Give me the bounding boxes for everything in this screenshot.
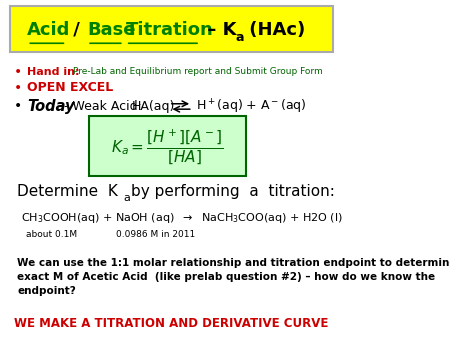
Text: Determine  K: Determine K — [17, 185, 118, 199]
Text: CH$_3$COOH(aq) + NaOH (aq)  $\rightarrow$  NaCH$_3$COO(aq) + H2O (l): CH$_3$COOH(aq) + NaOH (aq) $\rightarrow$… — [21, 211, 342, 225]
Text: (HAc): (HAc) — [243, 21, 305, 39]
Text: •: • — [14, 81, 22, 95]
Text: a: a — [123, 193, 130, 203]
Text: /: / — [67, 21, 86, 39]
Text: Hand in:: Hand in: — [27, 67, 80, 77]
Text: by performing  a  titration:: by performing a titration: — [131, 185, 335, 199]
Text: We can use the 1:1 molar relationship and titration endpoint to determine
exact : We can use the 1:1 molar relationship an… — [17, 258, 450, 295]
Text: H$^+$(aq) + A$^-$(aq): H$^+$(aq) + A$^-$(aq) — [195, 97, 306, 116]
Text: HA(aq): HA(aq) — [131, 100, 175, 113]
Text: WE MAKE A TITRATION AND DERIVATIVE CURVE: WE MAKE A TITRATION AND DERIVATIVE CURVE — [14, 317, 328, 330]
FancyBboxPatch shape — [89, 116, 246, 176]
Text: •: • — [14, 99, 22, 114]
Text: Today: Today — [27, 99, 75, 114]
Text: about 0.1M: about 0.1M — [26, 230, 77, 239]
Text: – K: – K — [201, 21, 237, 39]
Text: 0.0986 M in 2011: 0.0986 M in 2011 — [116, 230, 195, 239]
Text: Titration: Titration — [126, 21, 214, 39]
Text: •: • — [14, 65, 22, 79]
Text: a: a — [235, 31, 243, 44]
Text: $\mathit{K_a} = \dfrac{[H^+][A^-]}{[HA]}$: $\mathit{K_a} = \dfrac{[H^+][A^-]}{[HA]}… — [111, 127, 224, 166]
Text: Acid: Acid — [27, 21, 71, 39]
FancyBboxPatch shape — [10, 6, 333, 52]
Text: OPEN EXCEL: OPEN EXCEL — [27, 81, 113, 94]
Text: - Weak Acid:: - Weak Acid: — [64, 100, 142, 113]
Text: Base: Base — [87, 21, 135, 39]
Text: Pre-Lab and Equilibrium report and Submit Group Form: Pre-Lab and Equilibrium report and Submi… — [73, 67, 323, 76]
